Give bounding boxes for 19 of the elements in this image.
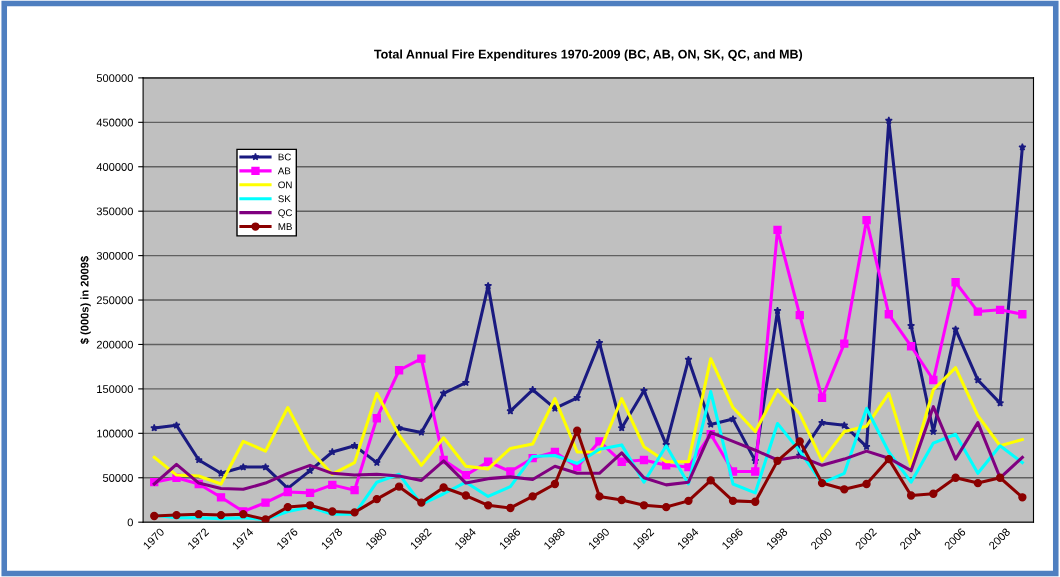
chart-title: Total Annual Fire Expenditures 1970-2009 (BC, AB, ON, SK, QC, and MB) xyxy=(374,49,803,62)
legend-label: BC xyxy=(278,153,291,161)
y-tick-label: 100000 xyxy=(97,429,133,438)
y-tick-label: 350000 xyxy=(96,207,133,216)
y-tick-label: 200000 xyxy=(96,340,133,349)
y-tick-label: 250000 xyxy=(96,296,133,305)
y-tick-label: 150000 xyxy=(97,385,133,394)
legend-label: ON xyxy=(278,181,292,189)
y-tick-label: 300000 xyxy=(96,251,133,260)
y-tick-label: 50000 xyxy=(102,474,133,482)
y-tick-label: 450000 xyxy=(96,118,133,127)
legend-label: MB xyxy=(278,223,292,230)
y-tick-label: 500000 xyxy=(96,74,133,83)
legend-label: AB xyxy=(277,167,291,175)
legend-label: QC xyxy=(278,209,293,218)
y-axis-title: $ (000s) in 2009$ xyxy=(80,256,91,345)
y-tick-label: 400000 xyxy=(96,163,133,171)
legend-label: SK xyxy=(278,195,291,203)
y-tick-label: 0 xyxy=(127,518,133,527)
